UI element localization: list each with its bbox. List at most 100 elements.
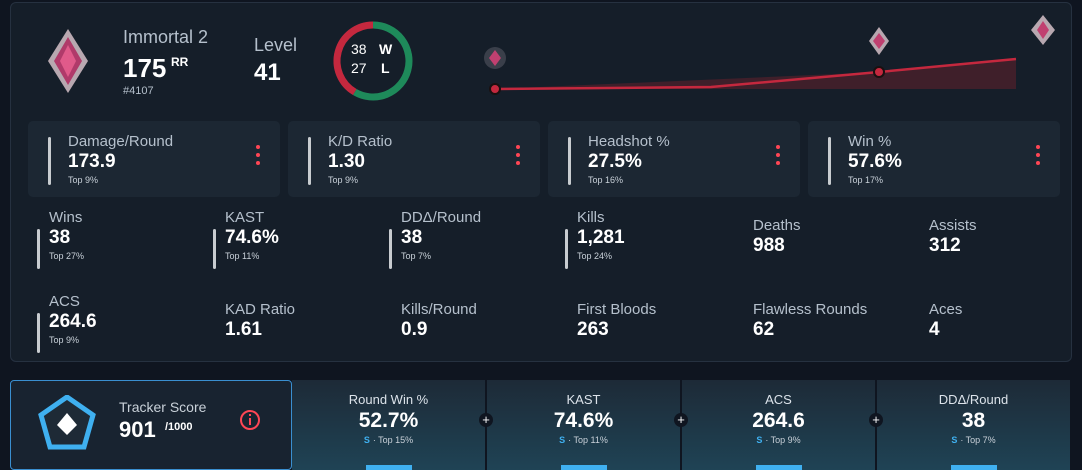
highlight-value: 57.6% bbox=[848, 151, 902, 172]
highlight-sub: Top 16% bbox=[588, 175, 624, 185]
wins-label: W bbox=[379, 41, 393, 57]
item-value: 264.6 bbox=[752, 409, 805, 432]
stat-value: 74.6% bbox=[225, 227, 279, 248]
level-label: Level bbox=[254, 35, 298, 55]
stat-bar bbox=[389, 229, 392, 269]
menu-button[interactable] bbox=[1036, 145, 1040, 169]
stat-value: 0.9 bbox=[401, 319, 428, 340]
highlight-card: K/D Ratio 1.30 Top 9% bbox=[288, 121, 540, 197]
item-underline bbox=[756, 465, 802, 470]
item-grade: S bbox=[363, 435, 370, 445]
highlight-label: Headshot % bbox=[588, 133, 670, 150]
tracker-max: /1000 bbox=[165, 421, 193, 433]
highlight-value: 27.5% bbox=[588, 151, 642, 172]
losses-count: 27 bbox=[351, 60, 367, 76]
tracker-item: DDΔ/Round 38 S · Top 7% bbox=[877, 380, 1070, 470]
item-sub: S · Top 11% bbox=[487, 435, 680, 445]
plus-icon: + bbox=[869, 413, 883, 427]
item-grade: S bbox=[559, 435, 566, 445]
item-sub: S · Top 9% bbox=[682, 435, 875, 445]
highlight-sub: Top 9% bbox=[328, 175, 359, 185]
tracker-score: 901 bbox=[119, 417, 156, 442]
stat-label: KAD Ratio bbox=[225, 301, 296, 318]
card-bar bbox=[308, 137, 311, 185]
highlight-card: Win % 57.6% Top 17% bbox=[808, 121, 1060, 197]
highlight-card: Headshot % 27.5% Top 16% bbox=[548, 121, 800, 197]
info-button[interactable] bbox=[239, 409, 261, 431]
tracker-item: KAST 74.6% S · Top 11% bbox=[487, 380, 680, 470]
stat-label: Wins bbox=[49, 209, 83, 226]
stat-sub: Top 24% bbox=[577, 251, 613, 261]
level-value: 41 bbox=[254, 59, 281, 86]
stat-sub: Top 11% bbox=[225, 251, 260, 261]
stat-sub: Top 27% bbox=[49, 251, 85, 261]
item-underline bbox=[561, 465, 607, 470]
item-grade: S bbox=[951, 435, 958, 445]
tracker-score-box: Tracker Score 901 /1000 bbox=[10, 380, 292, 470]
item-label: Round Win % bbox=[348, 392, 429, 407]
item-grade: S bbox=[756, 435, 763, 445]
stat-label: Kills/Round bbox=[401, 301, 477, 318]
profile-card: Immortal 2 175 RR #4107 Level 41 38 27 W… bbox=[10, 2, 1072, 362]
card-bar bbox=[828, 137, 831, 185]
stat-value: 62 bbox=[753, 319, 775, 340]
stat-bar bbox=[213, 229, 216, 269]
tracker-bar: Tracker Score 901 /1000 Round Win % 52.7%… bbox=[10, 380, 1072, 470]
highlight-label: Win % bbox=[848, 133, 892, 150]
stat-label: First Bloods bbox=[577, 301, 657, 318]
tracker-item: ACS 264.6 S · Top 9% bbox=[682, 380, 875, 470]
item-underline bbox=[366, 465, 412, 470]
item-value: 38 bbox=[961, 409, 986, 432]
menu-button[interactable] bbox=[516, 145, 520, 169]
item-top: · Top 11% bbox=[568, 435, 608, 445]
item-value: 52.7% bbox=[358, 409, 419, 432]
plus-icon: + bbox=[479, 413, 493, 427]
highlight-label: K/D Ratio bbox=[328, 133, 393, 150]
item-label: KAST bbox=[566, 392, 601, 407]
stat-label: KAST bbox=[225, 209, 265, 226]
stat-value: 1,281 bbox=[577, 227, 625, 248]
tracker-label: Tracker Score bbox=[119, 399, 207, 415]
stat-label: Aces bbox=[929, 301, 963, 318]
stat-bar bbox=[565, 229, 568, 269]
stat-value: 4 bbox=[929, 319, 940, 340]
plus-icon: + bbox=[674, 413, 688, 427]
stat-value: 312 bbox=[929, 235, 961, 256]
losses-label: L bbox=[381, 60, 390, 76]
card-bar bbox=[568, 137, 571, 185]
item-top: · Top 7% bbox=[960, 435, 996, 445]
highlight-card: Damage/Round 173.9 Top 9% bbox=[28, 121, 280, 197]
stat-sub: Top 9% bbox=[49, 335, 80, 345]
stat-value: 264.6 bbox=[49, 311, 97, 332]
stat-label: Assists bbox=[929, 217, 977, 234]
item-sub: S · Top 7% bbox=[877, 435, 1070, 445]
rank-icon bbox=[48, 29, 88, 93]
item-underline bbox=[951, 465, 997, 470]
item-label: ACS bbox=[765, 392, 792, 407]
stat-value: 263 bbox=[577, 319, 609, 340]
stat-value: 988 bbox=[753, 235, 785, 256]
stat-bar bbox=[37, 229, 40, 269]
stat-label: Deaths bbox=[753, 217, 801, 234]
stat-label: ACS bbox=[49, 293, 80, 310]
menu-button[interactable] bbox=[256, 145, 260, 169]
stat-label: Kills bbox=[577, 209, 605, 226]
wins-count: 38 bbox=[351, 41, 367, 57]
item-top: · Top 15% bbox=[372, 435, 414, 445]
highlight-value: 173.9 bbox=[68, 151, 116, 172]
card-bar bbox=[48, 137, 51, 185]
highlight-label: Damage/Round bbox=[68, 133, 174, 150]
stat-label: Flawless Rounds bbox=[753, 301, 868, 318]
rr-value: 175 bbox=[123, 53, 167, 83]
stat-label: DDΔ/Round bbox=[401, 209, 482, 226]
rr-unit: RR bbox=[171, 55, 189, 69]
menu-button[interactable] bbox=[776, 145, 780, 169]
stat-value: 38 bbox=[401, 227, 423, 248]
stat-bar bbox=[37, 313, 40, 353]
ring-arc bbox=[333, 21, 374, 96]
tracker-icon bbox=[38, 395, 96, 450]
highlight-value: 1.30 bbox=[328, 151, 365, 172]
highlight-sub: Top 9% bbox=[68, 175, 99, 185]
tracker-item: Round Win % 52.7% S · Top 15% bbox=[292, 380, 485, 470]
